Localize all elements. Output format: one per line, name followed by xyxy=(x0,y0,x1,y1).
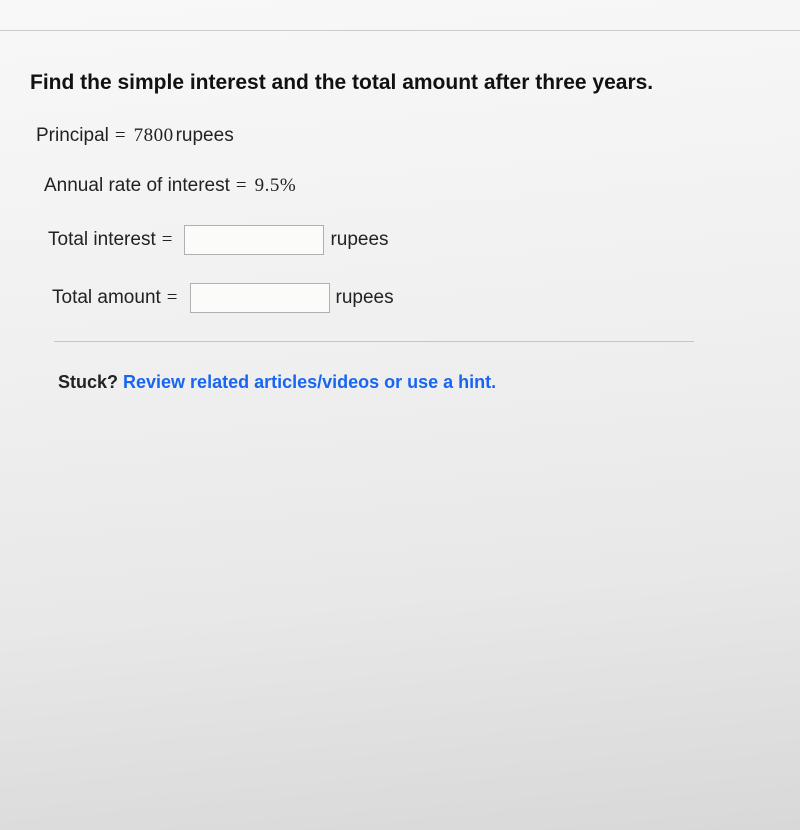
stuck-line: Stuck? Review related articles/videos or… xyxy=(30,372,770,393)
amount-unit: rupees xyxy=(336,287,394,309)
total-interest-line: Total interest = rupees xyxy=(30,225,770,255)
total-amount-line: Total amount = rupees xyxy=(30,283,770,313)
principal-label: Principal xyxy=(36,125,109,147)
principal-unit: rupees xyxy=(176,125,234,147)
interest-unit: rupees xyxy=(330,229,388,251)
rate-value: 9.5% xyxy=(253,175,299,197)
total-interest-input[interactable] xyxy=(184,225,324,255)
rate-line: Annual rate of interest = 9.5% xyxy=(30,175,770,197)
interest-label: Total interest xyxy=(48,229,156,251)
equals-sign: = xyxy=(156,229,179,251)
stuck-label: Stuck? xyxy=(58,372,123,392)
total-amount-input[interactable] xyxy=(190,283,330,313)
principal-line: Principal = 7800 rupees xyxy=(30,125,770,147)
equals-sign: = xyxy=(230,175,253,197)
mid-divider xyxy=(54,341,694,342)
equals-sign: = xyxy=(109,125,132,147)
amount-label: Total amount xyxy=(52,287,161,309)
question-content: Find the simple interest and the total a… xyxy=(0,31,800,393)
hint-link[interactable]: Review related articles/videos or use a … xyxy=(123,372,496,392)
equals-sign: = xyxy=(161,287,184,309)
principal-value: 7800 xyxy=(132,125,176,147)
question-title: Find the simple interest and the total a… xyxy=(30,71,770,95)
rate-label: Annual rate of interest xyxy=(44,175,230,197)
